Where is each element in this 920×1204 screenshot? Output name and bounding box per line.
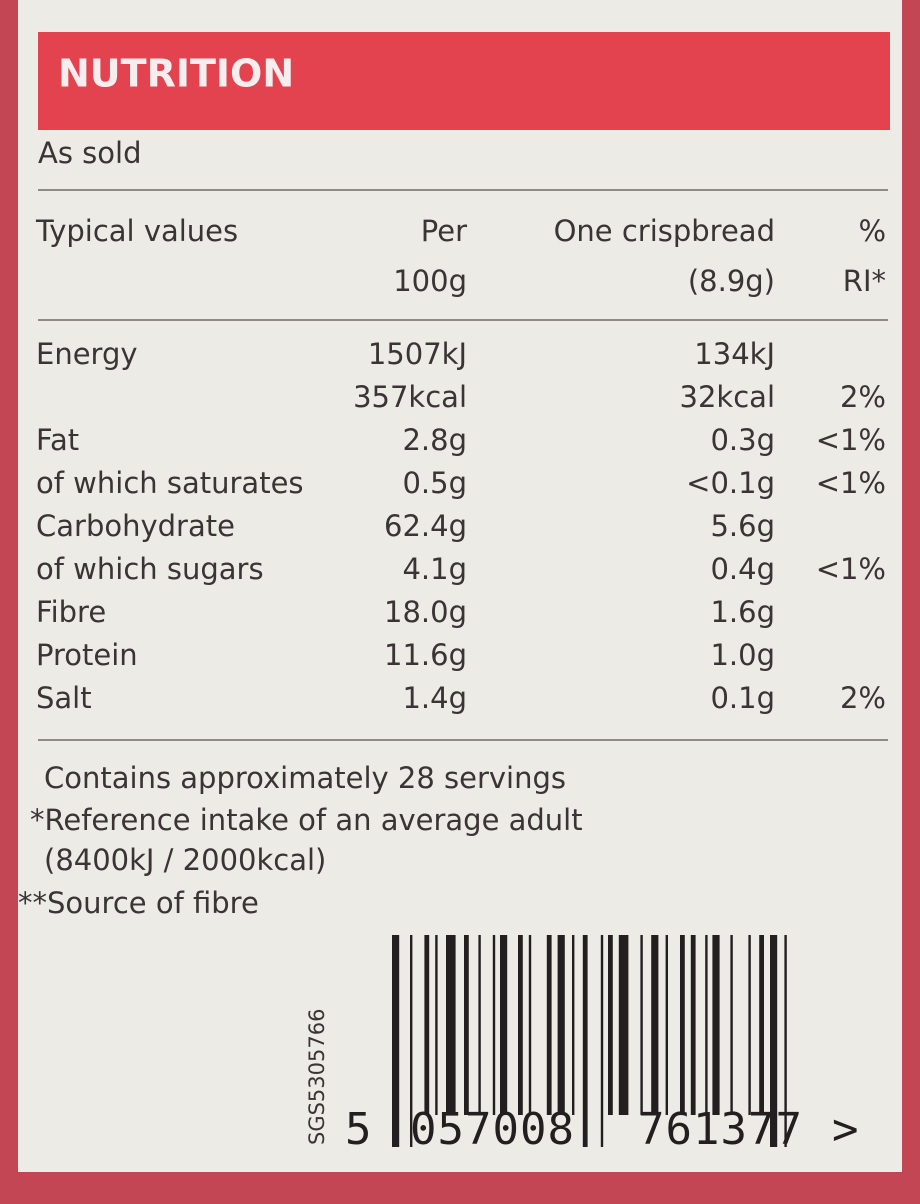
label-background <box>18 0 902 1172</box>
nutrient-value: 1507kJ <box>368 337 467 371</box>
barcode-bar <box>770 935 778 1147</box>
barcode-bar <box>435 935 438 1115</box>
nutrient-value: 0.3g <box>710 423 775 457</box>
barcode-bar <box>582 935 588 1147</box>
nutrient-value: 0.4g <box>710 552 775 586</box>
barcode-bar <box>557 935 565 1115</box>
nutrient-value: 0.1g <box>710 681 775 715</box>
barcode-bar <box>618 935 629 1115</box>
nutrient-value: 1.4g <box>402 681 467 715</box>
column-header: 100g <box>393 264 467 298</box>
nutrient-value: 134kJ <box>694 337 775 371</box>
nutrient-value: <1% <box>816 552 886 586</box>
nutrient-value: 2% <box>840 681 886 715</box>
nutrient-value: <1% <box>816 423 886 457</box>
barcode-bar <box>392 935 400 1147</box>
barcode-bar <box>464 935 469 1115</box>
nutrient-name: Energy <box>36 337 138 371</box>
barcode-digits: > <box>832 1104 860 1155</box>
column-header: Per <box>421 214 467 248</box>
barcode-bar <box>712 935 720 1115</box>
nutrient-name: of which sugars <box>36 552 264 586</box>
subtitle: As sold <box>38 136 141 170</box>
barcode <box>392 935 787 1147</box>
nutrient-value: 4.1g <box>402 552 467 586</box>
column-header: RI* <box>843 264 886 298</box>
nutrient-value: 0.5g <box>402 466 467 500</box>
nutrient-name: Protein <box>36 638 138 672</box>
nutrient-name: Fibre <box>36 595 106 629</box>
barcode-bar <box>546 935 552 1115</box>
column-header: One crispbread <box>554 214 775 248</box>
nutrient-value: 18.0g <box>384 595 467 629</box>
footnote: **Source of fibre <box>18 886 259 920</box>
barcode-bar <box>651 935 659 1115</box>
nutrient-value: 2% <box>840 380 886 414</box>
barcode-bar <box>478 935 481 1115</box>
nutrient-value: <0.1g <box>686 466 775 500</box>
barcode-bar <box>528 935 532 1115</box>
nutrient-value: 357kcal <box>353 380 467 414</box>
barcode-bar <box>680 935 685 1115</box>
title-bar <box>38 32 890 130</box>
footnote: (8400kJ / 2000kcal) <box>44 843 326 877</box>
barcode-bar <box>600 935 604 1147</box>
barcode-bar <box>608 935 613 1115</box>
nutrient-value: <1% <box>816 466 886 500</box>
nutrient-name: Fat <box>36 423 79 457</box>
column-header: % <box>858 214 886 248</box>
footnote: *Reference intake of an average adult <box>30 803 583 837</box>
barcode-bar <box>705 935 708 1115</box>
nutrient-name: Carbohydrate <box>36 509 235 543</box>
barcode-bar <box>500 935 508 1115</box>
nutrient-name: Salt <box>36 681 92 715</box>
barcode-digits: 761377 <box>638 1104 803 1155</box>
nutrient-value: 32kcal <box>680 380 775 414</box>
nutrient-value: 1.0g <box>710 638 775 672</box>
footnote: Contains approximately 28 servings <box>44 761 566 795</box>
nutrient-value: 1.6g <box>710 595 775 629</box>
nutrient-value: 62.4g <box>384 509 467 543</box>
barcode-bar <box>748 935 751 1115</box>
barcode-bar <box>518 935 523 1115</box>
barcode-bar <box>572 935 575 1115</box>
barcode-bar <box>492 935 496 1115</box>
nutrient-name: of which saturates <box>36 466 304 500</box>
barcode-bar <box>446 935 456 1115</box>
barcode-bar <box>730 935 733 1115</box>
barcode-digits: 057008 <box>410 1104 575 1155</box>
nutrient-value: 5.6g <box>710 509 775 543</box>
barcode-bar <box>784 935 787 1147</box>
product-code: SGS5305766 <box>305 1009 329 1145</box>
barcode-bar <box>410 935 413 1147</box>
nutrient-value: 11.6g <box>384 638 467 672</box>
barcode-bar <box>665 935 668 1115</box>
barcode-digits: 5 <box>345 1104 373 1155</box>
column-header: Typical values <box>35 214 238 248</box>
barcode-bar <box>759 935 764 1115</box>
barcode-bar <box>640 935 643 1115</box>
barcode-bar <box>690 935 696 1115</box>
nutrient-value: 2.8g <box>402 423 467 457</box>
column-header: (8.9g) <box>688 264 775 298</box>
title: NUTRITION <box>58 52 294 96</box>
barcode-bar <box>424 935 430 1115</box>
